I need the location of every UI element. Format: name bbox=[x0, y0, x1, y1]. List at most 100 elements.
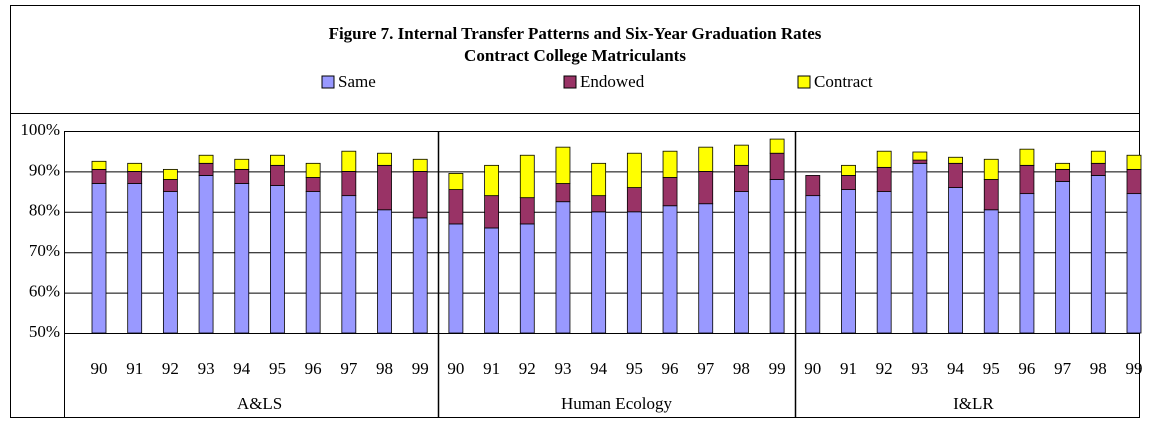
bar-segment bbox=[412, 217, 428, 334]
bar-segment bbox=[519, 197, 535, 225]
bar-segment bbox=[841, 164, 856, 176]
bar-segment bbox=[448, 189, 464, 225]
y-tick-label: 60% bbox=[29, 282, 60, 301]
y-tick-label: 90% bbox=[29, 160, 60, 179]
bar-segment bbox=[198, 175, 214, 334]
bar-segment bbox=[412, 158, 428, 172]
bar-segment bbox=[305, 177, 321, 193]
y-tick-label: 100% bbox=[20, 120, 60, 139]
bar-segment bbox=[769, 138, 785, 154]
bar-segment bbox=[734, 191, 749, 334]
bar-segment bbox=[555, 183, 571, 203]
bar-segment bbox=[341, 150, 357, 172]
bar-segment bbox=[948, 187, 963, 334]
bar-segment bbox=[698, 146, 714, 172]
y-tick-label: 80% bbox=[29, 201, 60, 220]
bar-segment bbox=[448, 223, 464, 334]
bar-segment bbox=[1126, 193, 1142, 334]
bar-segment bbox=[1019, 164, 1035, 195]
bar-segment bbox=[912, 151, 928, 161]
x-tick-label: 97 bbox=[340, 359, 358, 378]
bar-segment bbox=[519, 223, 535, 334]
x-tick-label: 94 bbox=[947, 359, 965, 378]
x-tick-label: 91 bbox=[840, 359, 857, 378]
x-tick-label: 93 bbox=[198, 359, 215, 378]
bar-segment bbox=[912, 159, 928, 164]
group-label: A&LS bbox=[237, 394, 282, 413]
bar-segment bbox=[841, 189, 856, 334]
bar-segment bbox=[1090, 150, 1106, 164]
bar-segment bbox=[1090, 162, 1106, 176]
bar-segment bbox=[341, 170, 357, 197]
group-label: Human Ecology bbox=[561, 394, 672, 413]
bar-segment bbox=[270, 164, 285, 186]
bar-segment bbox=[983, 209, 999, 334]
bar-segment bbox=[805, 195, 821, 334]
x-tick-label: 97 bbox=[697, 359, 715, 378]
bar-segment bbox=[519, 154, 535, 199]
bar-segment bbox=[805, 175, 821, 197]
legend-swatch bbox=[797, 75, 811, 89]
bar-segment bbox=[377, 164, 392, 211]
bar-segment bbox=[876, 150, 892, 168]
bar-segment bbox=[162, 168, 178, 180]
bar-segment bbox=[662, 205, 678, 334]
legend-label: Endowed bbox=[580, 72, 645, 91]
bar-segment bbox=[270, 154, 285, 166]
bar-segment bbox=[626, 152, 642, 188]
bar-segment bbox=[591, 195, 607, 213]
x-tick-label: 91 bbox=[483, 359, 500, 378]
bar-segment bbox=[234, 183, 250, 334]
bar-segment bbox=[198, 162, 214, 176]
x-tick-label: 99 bbox=[412, 359, 429, 378]
bar-segment bbox=[377, 209, 392, 334]
bar-segment bbox=[341, 195, 357, 334]
bar-segment bbox=[448, 173, 464, 190]
bar-segment bbox=[841, 175, 856, 190]
chart-title: Figure 7. Internal Transfer Patterns and… bbox=[329, 24, 822, 43]
bar-segment bbox=[270, 185, 285, 334]
bar-segment bbox=[484, 195, 499, 229]
bar-segment bbox=[912, 162, 928, 334]
x-tick-label: 93 bbox=[554, 359, 571, 378]
x-tick-label: 96 bbox=[305, 359, 322, 378]
y-tick-label: 70% bbox=[29, 241, 60, 260]
legend-label: Contract bbox=[814, 72, 873, 91]
bar-segment bbox=[698, 203, 714, 334]
bar-segment bbox=[626, 187, 642, 213]
bar-segment bbox=[769, 179, 785, 334]
x-tick-label: 92 bbox=[876, 359, 893, 378]
bar-segment bbox=[983, 158, 999, 180]
legend-swatch bbox=[563, 75, 577, 89]
bar-segment bbox=[948, 156, 963, 164]
x-tick-label: 95 bbox=[983, 359, 1000, 378]
x-tick-label: 92 bbox=[162, 359, 179, 378]
bar-segment bbox=[662, 177, 678, 207]
x-tick-label: 99 bbox=[769, 359, 786, 378]
bar-segment bbox=[234, 168, 250, 184]
bar-segment bbox=[1055, 168, 1071, 182]
bar-segment bbox=[1126, 154, 1142, 170]
bar-segment bbox=[127, 183, 143, 334]
bar-segment bbox=[983, 179, 999, 211]
bar-segment bbox=[484, 164, 499, 197]
x-tick-label: 94 bbox=[233, 359, 251, 378]
x-tick-label: 98 bbox=[1090, 359, 1107, 378]
bar-segment bbox=[1019, 193, 1035, 334]
bar-segment bbox=[412, 170, 428, 219]
bar-segment bbox=[127, 162, 143, 172]
y-tick-label: 50% bbox=[29, 322, 60, 341]
x-tick-label: 95 bbox=[626, 359, 643, 378]
x-tick-label: 95 bbox=[269, 359, 286, 378]
bar-segment bbox=[769, 152, 785, 180]
bar-segment bbox=[305, 162, 321, 178]
bar-segment bbox=[127, 170, 143, 184]
x-tick-label: 96 bbox=[662, 359, 679, 378]
x-tick-label: 96 bbox=[1018, 359, 1035, 378]
bar-segment bbox=[91, 168, 107, 184]
bar-segment bbox=[662, 150, 678, 178]
chart-subtitle: Contract College Matriculants bbox=[464, 46, 686, 65]
bar-segment bbox=[948, 162, 963, 188]
x-tick-label: 98 bbox=[376, 359, 393, 378]
